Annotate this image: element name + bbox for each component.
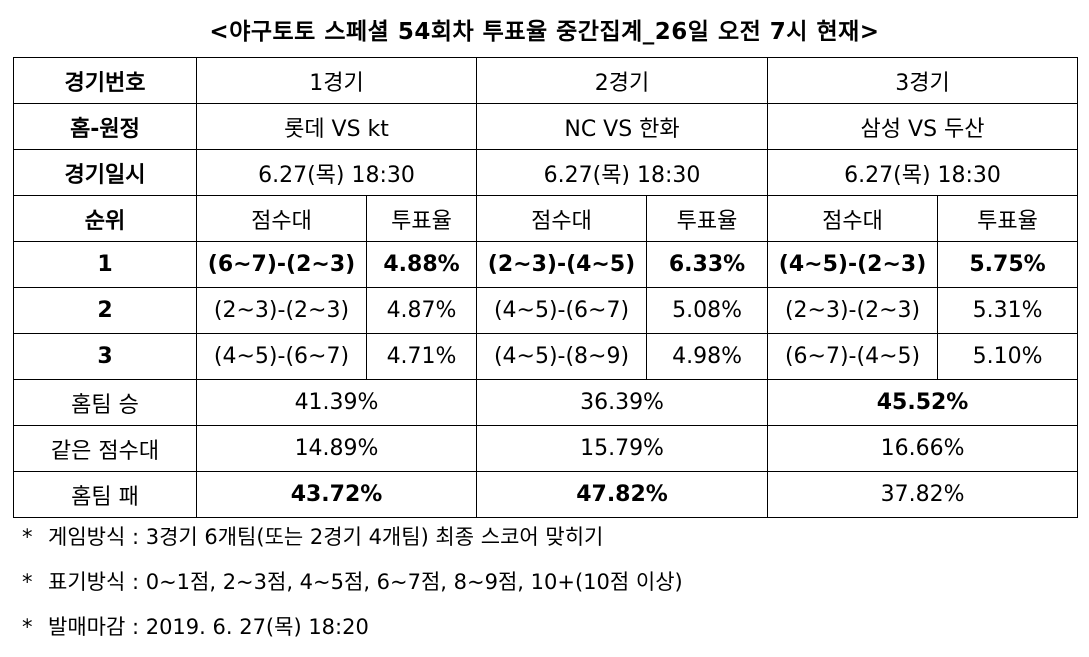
- game-1-matchup: 롯데 VS kt: [195, 103, 478, 150]
- game-1-same-score: 14.89%: [195, 425, 478, 472]
- vote-rate-cell: 5.75%: [937, 241, 1079, 288]
- vote-rate-cell: 6.33%: [646, 241, 769, 288]
- game-3-label: 3경기: [767, 57, 1079, 104]
- note-sale-deadline: * 발매마감 : 2019. 6. 27(목) 18:20: [22, 612, 1072, 657]
- home-away-row: 홈-원정 롯데 VS kt NC VS 한화 삼성 VS 두산: [13, 103, 1079, 150]
- notes-section: * 게임방식 : 3경기 6개팀(또는 2경기 4개팀) 최종 스코어 맞히기 *…: [22, 522, 1072, 657]
- rank-row: 2 (2~3)-(2~3) 4.87% (4~5)-(6~7) 5.08% (2…: [13, 287, 1079, 334]
- rank-row: 3 (4~5)-(6~7) 4.71% (4~5)-(8~9) 4.98% (6…: [13, 333, 1079, 380]
- score-range-cell: (4~5)-(6~7): [476, 287, 648, 334]
- game-3-datetime: 6.27(목) 18:30: [767, 149, 1079, 196]
- game-1-label: 1경기: [195, 57, 478, 104]
- score-range-cell: (2~3)-(4~5): [476, 241, 648, 288]
- home-win-header: 홈팀 승: [13, 379, 197, 426]
- page-title: <야구토토 스페셜 54회차 투표율 중간집계_26일 오전 7시 현재>: [209, 19, 880, 45]
- game-2-same-score: 15.79%: [476, 425, 769, 472]
- note-text: 표기방식 : 0~1점, 2~3점, 4~5점, 6~7점, 8~9점, 10+…: [48, 570, 683, 594]
- game-datetime-row: 경기일시 6.27(목) 18:30 6.27(목) 18:30 6.27(목)…: [13, 149, 1079, 196]
- game-2-datetime: 6.27(목) 18:30: [476, 149, 769, 196]
- game-2-home-win: 36.39%: [476, 379, 769, 426]
- game-1-datetime: 6.27(목) 18:30: [195, 149, 478, 196]
- game-1-home-win: 41.39%: [195, 379, 478, 426]
- game-3-home-lose: 37.82%: [767, 471, 1079, 518]
- game-3-home-win: 45.52%: [767, 379, 1079, 426]
- note-text: 발매마감 : 2019. 6. 27(목) 18:20: [48, 615, 369, 639]
- score-range-cell: (6~7)-(4~5): [767, 333, 939, 380]
- vote-rate-header: 투표율: [646, 195, 769, 242]
- home-lose-header: 홈팀 패: [13, 471, 197, 518]
- score-range-cell: (4~5)-(8~9): [476, 333, 648, 380]
- same-score-header: 같은 점수대: [13, 425, 197, 472]
- home-lose-row: 홈팀 패 43.72% 47.82% 37.82%: [13, 471, 1079, 518]
- home-away-header: 홈-원정: [13, 103, 197, 150]
- bullet-asterisk: *: [22, 615, 33, 639]
- bullet-asterisk: *: [22, 525, 33, 549]
- game-2-home-lose: 47.82%: [476, 471, 769, 518]
- score-range-cell: (4~5)-(6~7): [196, 333, 367, 380]
- vote-rate-cell: 4.98%: [646, 333, 769, 380]
- score-range-cell: (2~3)-(2~3): [767, 287, 939, 334]
- game-number-header: 경기번호: [13, 57, 197, 104]
- score-range-cell: (2~3)-(2~3): [196, 287, 367, 334]
- score-range-header: 점수대: [767, 195, 939, 242]
- rank-row: 1 (6~7)-(2~3) 4.88% (2~3)-(4~5) 6.33% (4…: [13, 241, 1079, 288]
- vote-rate-cell: 5.31%: [937, 287, 1079, 334]
- rank-number: 2: [13, 287, 197, 334]
- rank-header: 순위: [13, 195, 197, 242]
- vote-rate-cell: 4.88%: [365, 241, 478, 288]
- rank-number: 3: [13, 333, 197, 380]
- home-win-row: 홈팀 승 41.39% 36.39% 45.52%: [13, 379, 1079, 426]
- score-range-header: 점수대: [196, 195, 367, 242]
- note-game-method: * 게임방식 : 3경기 6개팀(또는 2경기 4개팀) 최종 스코어 맞히기: [22, 522, 1072, 567]
- score-range-cell: (4~5)-(2~3): [767, 241, 939, 288]
- game-2-matchup: NC VS 한화: [476, 103, 769, 150]
- vote-rate-cell: 4.71%: [365, 333, 478, 380]
- vote-rate-header: 투표율: [365, 195, 478, 242]
- game-3-matchup: 삼성 VS 두산: [767, 103, 1079, 150]
- note-notation-method: * 표기방식 : 0~1점, 2~3점, 4~5점, 6~7점, 8~9점, 10…: [22, 567, 1072, 612]
- vote-rate-cell: 5.10%: [937, 333, 1079, 380]
- game-datetime-header: 경기일시: [13, 149, 197, 196]
- vote-rate-cell: 4.87%: [365, 287, 478, 334]
- game-2-label: 2경기: [476, 57, 769, 104]
- vote-rate-cell: 5.08%: [646, 287, 769, 334]
- bullet-asterisk: *: [22, 570, 33, 594]
- vote-rate-header: 투표율: [937, 195, 1079, 242]
- game-1-home-lose: 43.72%: [195, 471, 478, 518]
- rank-number: 1: [13, 241, 197, 288]
- rank-header-row: 순위 점수대 투표율 점수대 투표율 점수대 투표율: [13, 195, 1079, 242]
- note-text: 게임방식 : 3경기 6개팀(또는 2경기 4개팀) 최종 스코어 맞히기: [48, 525, 604, 549]
- score-range-cell: (6~7)-(2~3): [196, 241, 367, 288]
- vote-rate-table: 경기번호 1경기 2경기 3경기 홈-원정 롯데 VS kt NC VS 한화 …: [13, 57, 1079, 518]
- game-number-row: 경기번호 1경기 2경기 3경기: [13, 57, 1079, 104]
- score-range-header: 점수대: [476, 195, 648, 242]
- same-score-row: 같은 점수대 14.89% 15.79% 16.66%: [13, 425, 1079, 472]
- game-3-same-score: 16.66%: [767, 425, 1079, 472]
